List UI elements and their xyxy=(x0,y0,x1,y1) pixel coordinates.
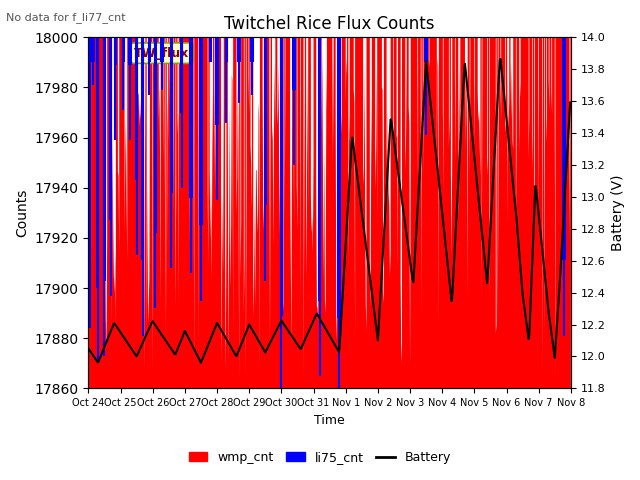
Text: TW_flux: TW_flux xyxy=(134,47,189,60)
Text: No data for f_li77_cnt: No data for f_li77_cnt xyxy=(6,12,126,23)
Legend: wmp_cnt, li75_cnt, Battery: wmp_cnt, li75_cnt, Battery xyxy=(184,446,456,469)
Y-axis label: Counts: Counts xyxy=(15,189,29,237)
Title: Twitchel Rice Flux Counts: Twitchel Rice Flux Counts xyxy=(225,15,435,33)
X-axis label: Time: Time xyxy=(314,414,345,427)
Bar xyxy=(88,197,571,293)
Y-axis label: Battery (V): Battery (V) xyxy=(611,175,625,251)
